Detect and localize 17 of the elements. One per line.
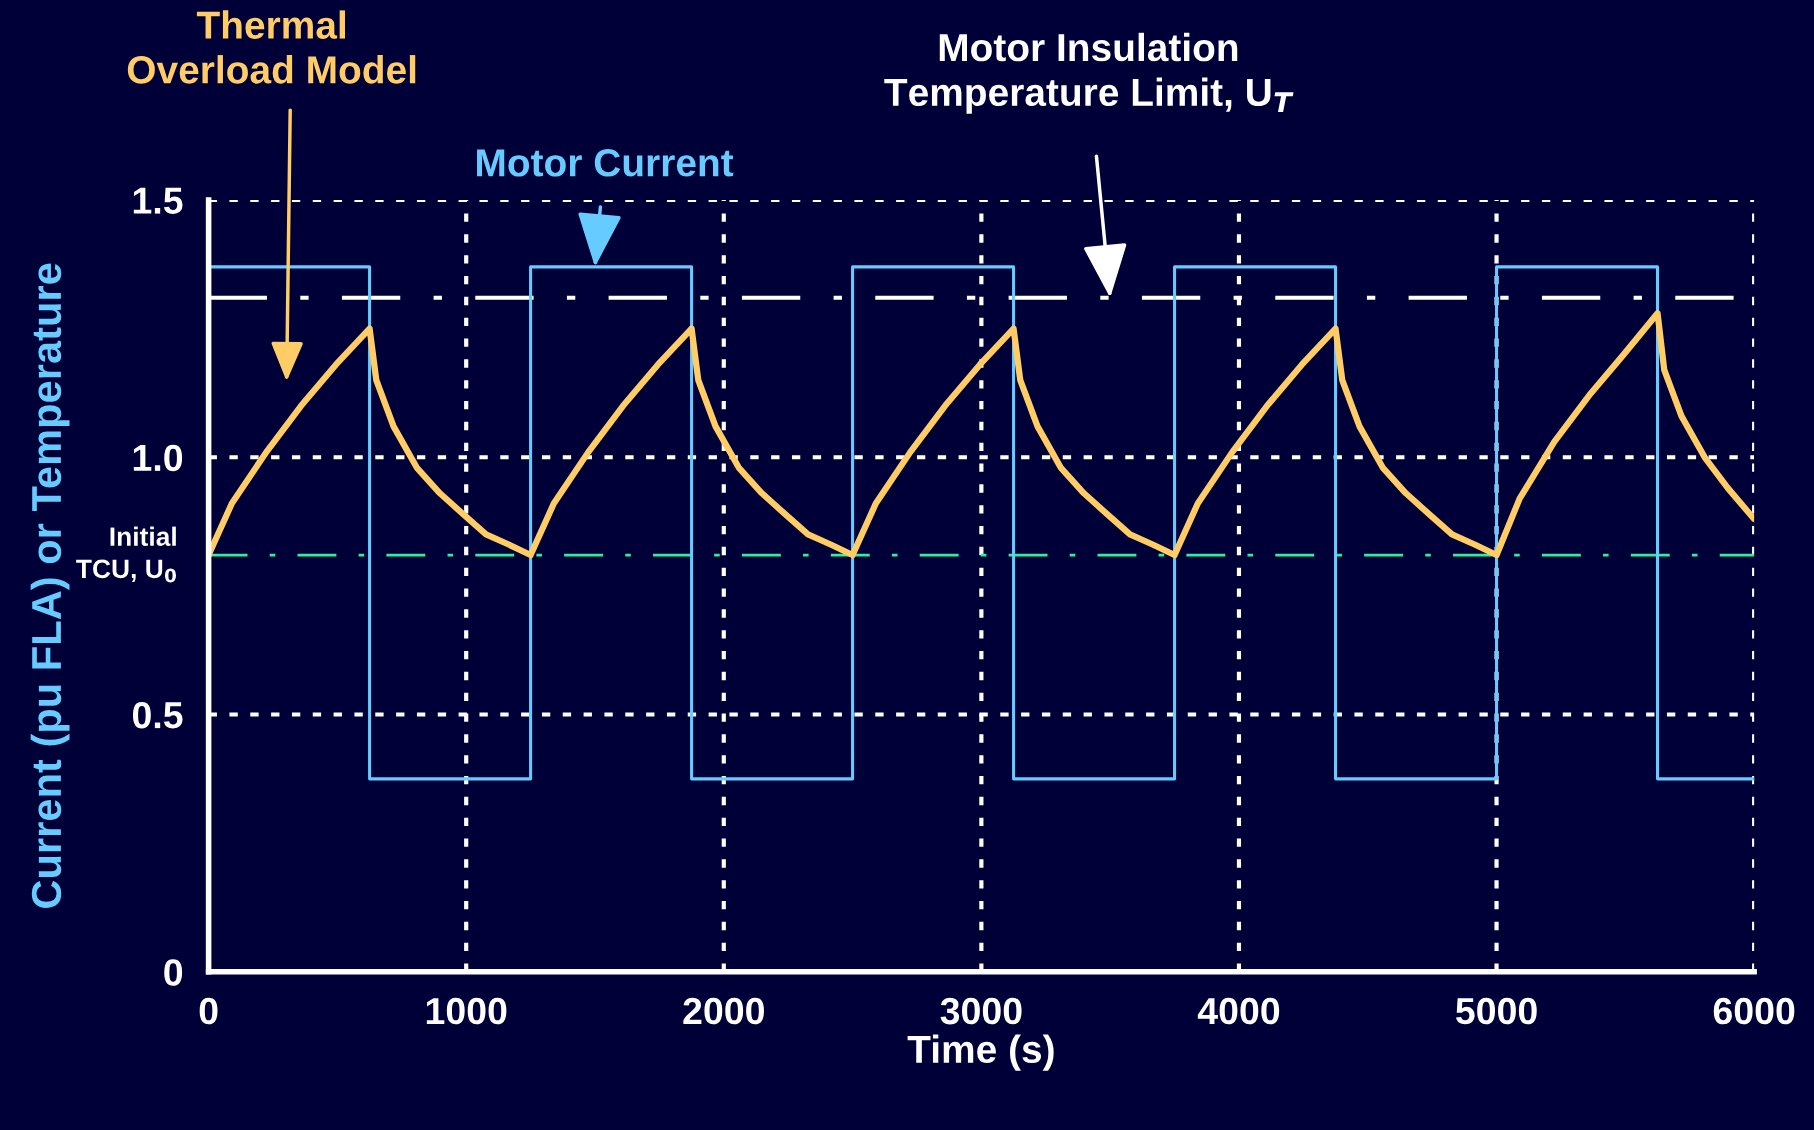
x-axis-title: Time (s) xyxy=(907,1034,1054,1071)
x-tick-label: 6000 xyxy=(1713,997,1795,1025)
x-tick-label: 0 xyxy=(199,997,218,1025)
annotation: Motor Insulation Temperature Limit, U$_{T}$ xyxy=(884,32,1294,114)
x-tick-label: 4000 xyxy=(1197,997,1280,1025)
x-tick-label: 3000 xyxy=(940,997,1022,1025)
y-tick-label: 0 xyxy=(164,959,183,986)
x-tick-label: 5000 xyxy=(1456,997,1537,1025)
y-tick-label: 0.5 xyxy=(132,701,183,729)
annotation: Motor Current xyxy=(477,149,734,177)
x-tick-label: 1000 xyxy=(426,997,507,1025)
x-tick-label: 2000 xyxy=(683,997,764,1025)
y-axis-title: Current (pu FLA) or Temperature xyxy=(30,263,70,908)
text: Thermal Overload Model xyxy=(127,10,416,84)
ref-line-label: Initial TCU, U$_{0}$ xyxy=(76,526,177,583)
y-tick-label: 1.0 xyxy=(133,444,183,472)
y-tick-label: 1.5 xyxy=(133,187,183,214)
